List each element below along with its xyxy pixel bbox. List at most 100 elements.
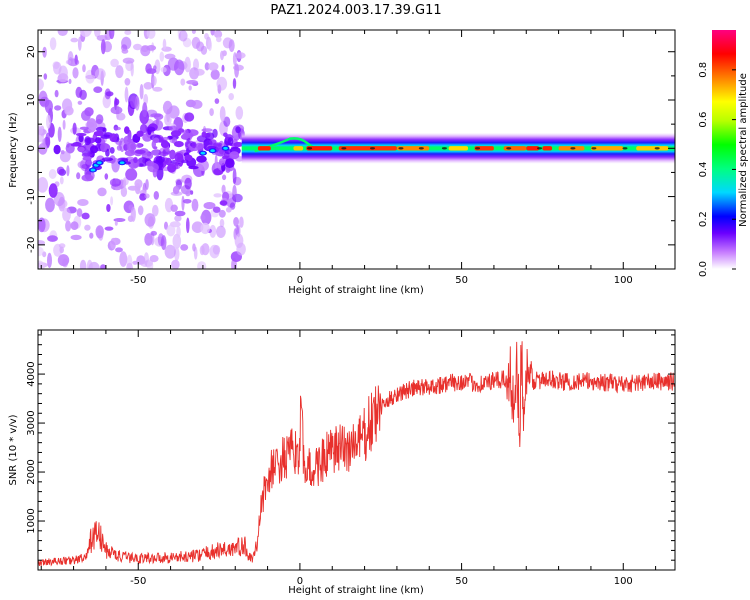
noise-blob <box>110 58 119 68</box>
noise-highlight-cyan <box>200 151 206 155</box>
noise-blob <box>38 217 46 233</box>
noise-blob <box>214 30 223 39</box>
noise-blob <box>222 174 227 181</box>
noise-blob <box>152 204 159 217</box>
noise-core-blob <box>82 156 92 161</box>
noise-blob <box>106 204 111 212</box>
noise-blob <box>193 68 205 76</box>
noise-blob <box>204 62 210 71</box>
noise-blob <box>85 74 96 80</box>
noise-blob <box>86 259 93 269</box>
snr-frame <box>37 329 676 571</box>
signal-core-segment <box>257 146 271 151</box>
noise-blob <box>182 199 192 204</box>
noise-blob <box>207 62 219 71</box>
signal-core-segment <box>448 146 469 151</box>
noise-core-blob <box>222 155 229 160</box>
noise-blob <box>68 78 72 84</box>
noise-blob <box>62 207 71 222</box>
noise-blob <box>185 190 191 197</box>
noise-blob <box>153 65 157 71</box>
noise-blob <box>60 150 65 155</box>
noise-highlight-cyan <box>90 168 96 172</box>
noise-blob <box>65 220 72 232</box>
noise-blob <box>178 30 188 42</box>
noise-blob <box>65 59 72 65</box>
noise-blob <box>45 197 55 213</box>
signal-dot <box>370 147 376 150</box>
noise-blob <box>209 108 214 117</box>
noise-core-blob <box>201 128 213 133</box>
noise-core-blob <box>109 147 115 154</box>
noise-blob <box>54 89 59 98</box>
snr-ylabel: SNR (10 * v/v) <box>8 414 19 485</box>
noise-core-blob <box>133 156 138 164</box>
noise-blob <box>64 106 74 116</box>
noise-core-blob <box>174 152 184 163</box>
noise-core-blob <box>101 157 114 162</box>
noise-blob <box>142 102 148 118</box>
noise-blob <box>70 234 82 241</box>
noise-blob <box>94 68 106 80</box>
snr-y-tick-label: 4000 <box>26 361 37 386</box>
noise-blob <box>133 43 142 51</box>
noise-blob <box>161 46 172 52</box>
noise-blob <box>210 69 220 80</box>
noise-blob <box>152 86 163 92</box>
noise-blob <box>114 220 118 226</box>
signal-dot <box>506 147 512 150</box>
noise-blob <box>184 177 192 190</box>
noise-blob <box>203 202 216 210</box>
noise-blob <box>144 213 156 227</box>
noise-blob <box>170 204 178 212</box>
noise-core-blob <box>75 132 87 137</box>
noise-blob <box>222 50 227 57</box>
noise-core-blob <box>147 162 159 173</box>
noise-blob <box>77 100 83 105</box>
signal-core-segment <box>636 146 669 151</box>
noise-blob <box>197 261 207 269</box>
noise-blob <box>120 186 128 198</box>
noise-core-blob <box>167 163 177 173</box>
noise-blob <box>221 64 225 72</box>
noise-blob <box>223 116 231 127</box>
noise-blob <box>38 260 45 269</box>
noise-core-blob <box>79 126 89 130</box>
signal-dot <box>537 147 543 150</box>
snr-content <box>38 341 675 568</box>
noise-blob <box>152 75 157 86</box>
noise-blob <box>38 246 44 257</box>
spectrogram-y-tick-label: -20 <box>26 237 37 253</box>
noise-blob <box>119 251 128 267</box>
snr-y-tick-label: 3000 <box>26 410 37 435</box>
noise-blob <box>132 260 138 265</box>
noise-highlight-cyan <box>210 149 215 153</box>
noise-blob <box>214 98 220 104</box>
noise-blob <box>186 80 199 85</box>
spectrogram-x-tick-label: 100 <box>614 275 633 286</box>
spectrogram-ticks: -50 0 50 100 -20 -10 0 10 20 <box>26 30 675 286</box>
noise-blob <box>100 39 106 55</box>
noise-blob <box>115 247 123 253</box>
noise-blob <box>104 173 109 180</box>
noise-core-blob <box>182 132 194 139</box>
noise-blob <box>189 190 194 195</box>
noise-blob <box>95 118 103 125</box>
noise-blob <box>218 209 226 218</box>
noise-blob <box>164 53 176 60</box>
noise-blob <box>38 78 44 91</box>
noise-blob <box>235 106 244 120</box>
noise-blob <box>105 91 114 97</box>
noise-core-blob <box>70 143 82 147</box>
noise-blob <box>70 221 79 231</box>
noise-blob <box>174 59 185 76</box>
noise-blob <box>121 48 129 54</box>
noise-core-blob <box>188 146 201 152</box>
noise-blob <box>94 30 101 38</box>
snr-xlabel: Height of straight line (km) <box>288 585 424 596</box>
noise-core-blob <box>227 137 234 146</box>
spectrogram-x-tick-label: -50 <box>130 275 146 286</box>
colorbar-tick-label: 0.6 <box>698 112 709 128</box>
noise-blob <box>200 222 210 235</box>
noise-blob <box>38 177 49 193</box>
